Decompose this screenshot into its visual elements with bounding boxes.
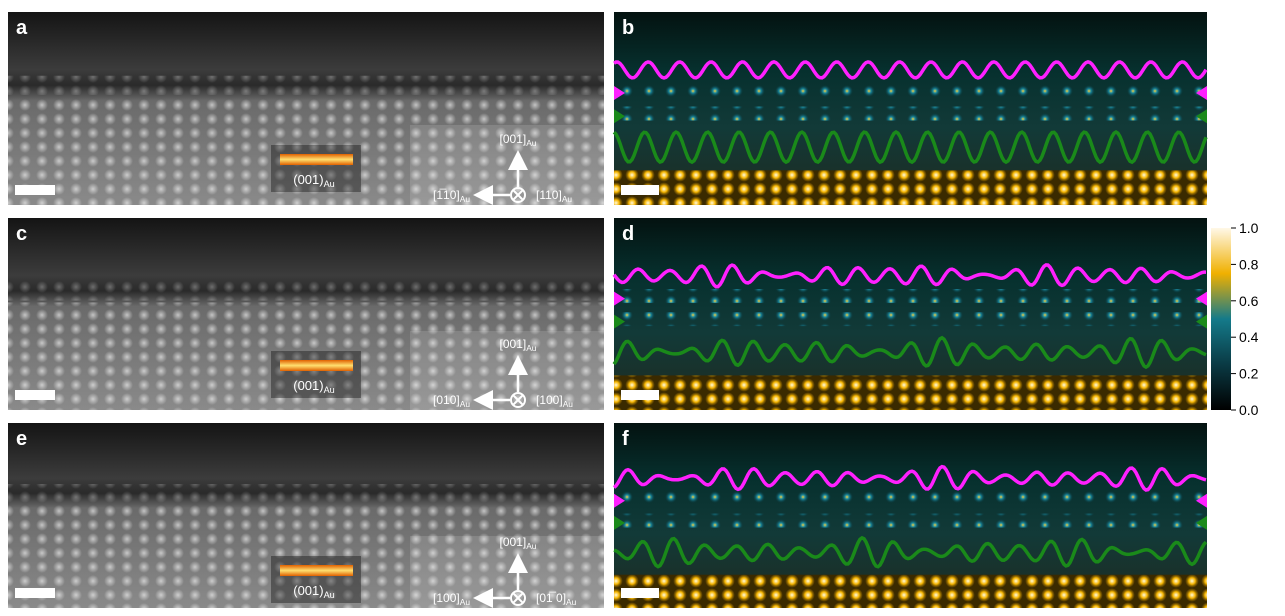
atom-band (614, 375, 1207, 410)
colorbar (1211, 228, 1231, 410)
label-main: [1̅10] (433, 188, 460, 202)
atom-band (614, 170, 1207, 205)
label-sub: Au (460, 597, 471, 607)
label-sub: Au (324, 385, 335, 395)
atom-row (614, 289, 1207, 303)
inset-bar (280, 565, 353, 576)
lattice-top (8, 281, 604, 300)
panel-label: d (622, 223, 634, 245)
label-sub: Au (324, 590, 335, 600)
label-sub: Au (526, 541, 537, 551)
label-main: [100] (433, 591, 460, 605)
label-sub: Au (526, 138, 537, 148)
atom-row (614, 107, 1207, 121)
label-sub: Au (566, 597, 577, 607)
colorbar-tick-label: 0.8 (1239, 256, 1259, 272)
scale-bar (621, 390, 659, 400)
label-main: [001] (500, 535, 527, 549)
colorbar-tick-label: 1.0 (1239, 220, 1259, 236)
lattice-top (8, 76, 604, 95)
panel-label: c (16, 223, 27, 245)
atom-row (614, 312, 1207, 326)
colorbar-tick-label: 0.2 (1239, 366, 1259, 382)
inset-bar (280, 154, 353, 165)
panel-label: e (16, 428, 27, 450)
atom-row (614, 491, 1207, 505)
lattice-top (8, 484, 604, 503)
scale-bar (15, 390, 55, 400)
colorbar-tick-label: 0.0 (1239, 402, 1259, 418)
label-sub: Au (460, 194, 471, 204)
label-main: (001) (293, 378, 323, 393)
label-main: [001] (500, 132, 527, 146)
label-main: [100] (536, 393, 563, 407)
scale-bar (621, 588, 659, 598)
label-sub: Au (460, 399, 471, 409)
panel-label: a (16, 17, 28, 39)
label-main: [001] (500, 337, 527, 351)
scale-bar (15, 588, 55, 598)
inset-bar (280, 360, 353, 371)
atom-row (614, 514, 1207, 528)
panel-label: b (622, 17, 634, 39)
panel-label: f (622, 428, 629, 450)
figure: (001)Au[001]Au[1̅10]Au[110]Auab(001)Au[0… (0, 0, 1285, 611)
colorbar-tick-label: 0.4 (1239, 329, 1259, 345)
label-sub: Au (526, 343, 537, 353)
atom-row (614, 83, 1207, 97)
scale-bar (621, 185, 659, 195)
label-main: (001) (293, 583, 323, 598)
label-main: [110] (536, 188, 562, 202)
label-sub: Au (562, 194, 573, 204)
label-main: (001) (293, 172, 323, 187)
scale-bar (15, 185, 55, 195)
label-sub: Au (324, 179, 335, 189)
colorbar-tick-label: 0.6 (1239, 293, 1259, 309)
label-main: [01̅ 0] (536, 591, 566, 605)
label-main: [010] (433, 393, 460, 407)
atom-band (614, 575, 1207, 608)
label-sub: Au (563, 399, 574, 409)
